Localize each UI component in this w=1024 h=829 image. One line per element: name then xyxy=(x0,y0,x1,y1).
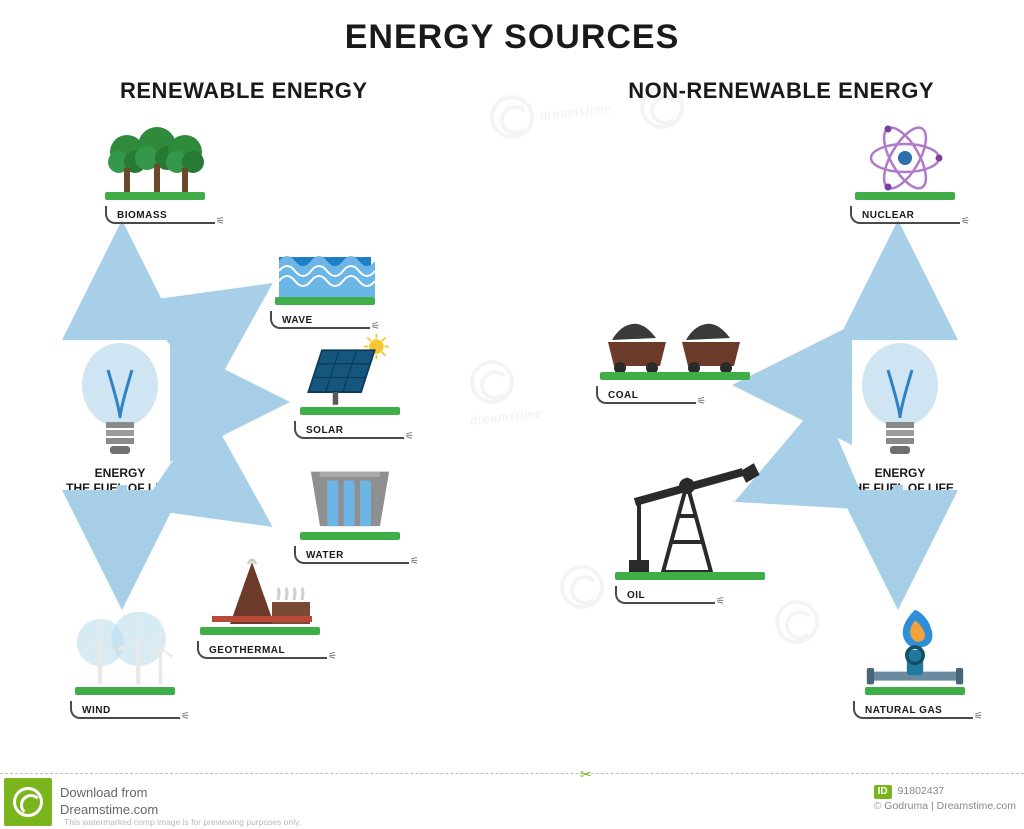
wave-icon xyxy=(275,235,375,305)
plug-icon: ⚟ xyxy=(961,216,970,227)
item-label: OIL xyxy=(627,590,645,601)
plug-icon: ⚟ xyxy=(410,556,419,567)
item-geothermal: GEOTHERMAL ⚟ xyxy=(185,555,335,659)
item-label: NUCLEAR xyxy=(862,210,914,221)
oil-pumpjack-icon xyxy=(615,450,765,580)
credit-author: Godruma xyxy=(884,800,928,812)
item-label: WAVE xyxy=(282,315,313,326)
hub-label-line2: THE FUEL OF LIFE xyxy=(60,481,180,496)
wind-turbine-icon xyxy=(75,600,175,695)
plug-icon: ⚟ xyxy=(716,596,725,607)
geothermal-icon xyxy=(200,550,320,635)
watermark-swirl xyxy=(490,95,534,139)
item-wave: WAVE ⚟ xyxy=(260,225,390,329)
section-title-nonrenewable: NON-RENEWABLE ENERGY xyxy=(628,78,934,104)
footer-download-line2: Dreamstime.com xyxy=(60,802,158,818)
item-label: COAL xyxy=(608,390,638,401)
plug-icon: ⚟ xyxy=(697,396,706,407)
watermark-text: dreamstime xyxy=(469,406,543,428)
dam-icon xyxy=(300,455,400,540)
image-id: 91802437 xyxy=(898,785,945,797)
item-solar: SOLAR ⚟ xyxy=(280,335,420,439)
credit-site: Dreamstime.com xyxy=(937,800,1016,812)
item-label: SOLAR xyxy=(306,425,344,436)
page-title: ENERGY SOURCES xyxy=(0,18,1024,57)
hub-label-line1: ENERGY xyxy=(60,466,180,481)
lightbulb-icon xyxy=(70,340,170,460)
watermark-swirl xyxy=(470,360,514,404)
natural-gas-icon xyxy=(865,600,965,695)
hub-lightbulb-left: ENERGY THE FUEL OF LIFE xyxy=(60,340,180,496)
watermark-swirl xyxy=(775,600,819,644)
item-naturalgas: NATURAL GAS ⚟ xyxy=(845,600,985,719)
watermark-text: dreamstime xyxy=(539,101,613,123)
item-label: WIND xyxy=(82,705,111,716)
dreamstime-logo-icon xyxy=(4,778,52,826)
hub-lightbulb-right: ENERGY THE FUEL OF LIFE xyxy=(840,340,960,496)
item-label: BIOMASS xyxy=(117,210,167,221)
footer-bar: Download from Dreamstime.com This waterm… xyxy=(0,773,1024,829)
item-coal: COAL ⚟ xyxy=(590,300,760,404)
hub-label-line2: THE FUEL OF LIFE xyxy=(840,481,960,496)
plug-icon: ⚟ xyxy=(974,711,983,722)
footer-disclaimer: This watermarked comp image is for previ… xyxy=(64,817,301,827)
plug-icon: ⚟ xyxy=(216,216,225,227)
section-title-renewable: RENEWABLE ENERGY xyxy=(120,78,368,104)
item-wind: WIND ⚟ xyxy=(60,600,190,719)
plug-icon: ⚟ xyxy=(328,651,337,662)
plug-icon: ⚟ xyxy=(181,711,190,722)
solar-panel-icon xyxy=(300,330,400,415)
item-oil: OIL ⚟ xyxy=(605,450,775,604)
plug-icon: ⚟ xyxy=(405,431,414,442)
trees-icon xyxy=(105,120,205,200)
footer-download-line1: Download from xyxy=(60,785,158,801)
atom-icon xyxy=(855,120,955,200)
watermark-swirl xyxy=(560,565,604,609)
lightbulb-icon xyxy=(850,340,950,460)
id-badge: ID xyxy=(874,785,892,799)
item-label: GEOTHERMAL xyxy=(209,645,285,656)
hub-label-line1: ENERGY xyxy=(840,466,960,481)
item-label: NATURAL GAS xyxy=(865,705,942,716)
scissors-icon: ✂ xyxy=(580,766,592,783)
item-nuclear: NUCLEAR ⚟ xyxy=(840,120,970,224)
item-biomass: BIOMASS ⚟ xyxy=(95,120,215,224)
footer-credits: ID 91802437 © Godruma | Dreamstime.com xyxy=(874,784,1016,814)
coal-cart-icon xyxy=(600,300,750,380)
item-water: WATER ⚟ xyxy=(280,460,420,564)
